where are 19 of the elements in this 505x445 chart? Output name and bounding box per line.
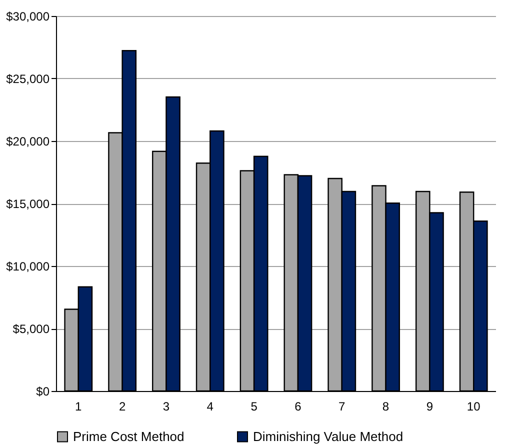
y-tick-label: $20,000 (6, 134, 50, 148)
x-tick-label: 3 (162, 400, 170, 414)
y-tick-label: $15,000 (6, 197, 50, 211)
legend-label: Diminishing Value Method (253, 428, 404, 444)
x-tick-label: 1 (75, 400, 82, 414)
legend-label: Prime Cost Method (73, 428, 184, 444)
x-tick-label: 7 (338, 400, 346, 414)
x-tick-label: 5 (250, 400, 258, 414)
y-tick-label: $25,000 (6, 72, 50, 86)
x-tick-label: 10 (466, 400, 481, 414)
y-tick-label: $0 (36, 384, 50, 398)
x-tick-label: 2 (118, 400, 126, 414)
y-tick-label: $10,000 (6, 260, 50, 274)
x-tick-label: 9 (426, 400, 434, 414)
x-tick-label: 6 (294, 400, 302, 414)
y-tick-label: $5,000 (12, 322, 50, 336)
y-tick-label: $30,000 (6, 10, 50, 24)
x-tick-label: 8 (382, 400, 390, 414)
x-tick-label: 4 (206, 400, 214, 414)
